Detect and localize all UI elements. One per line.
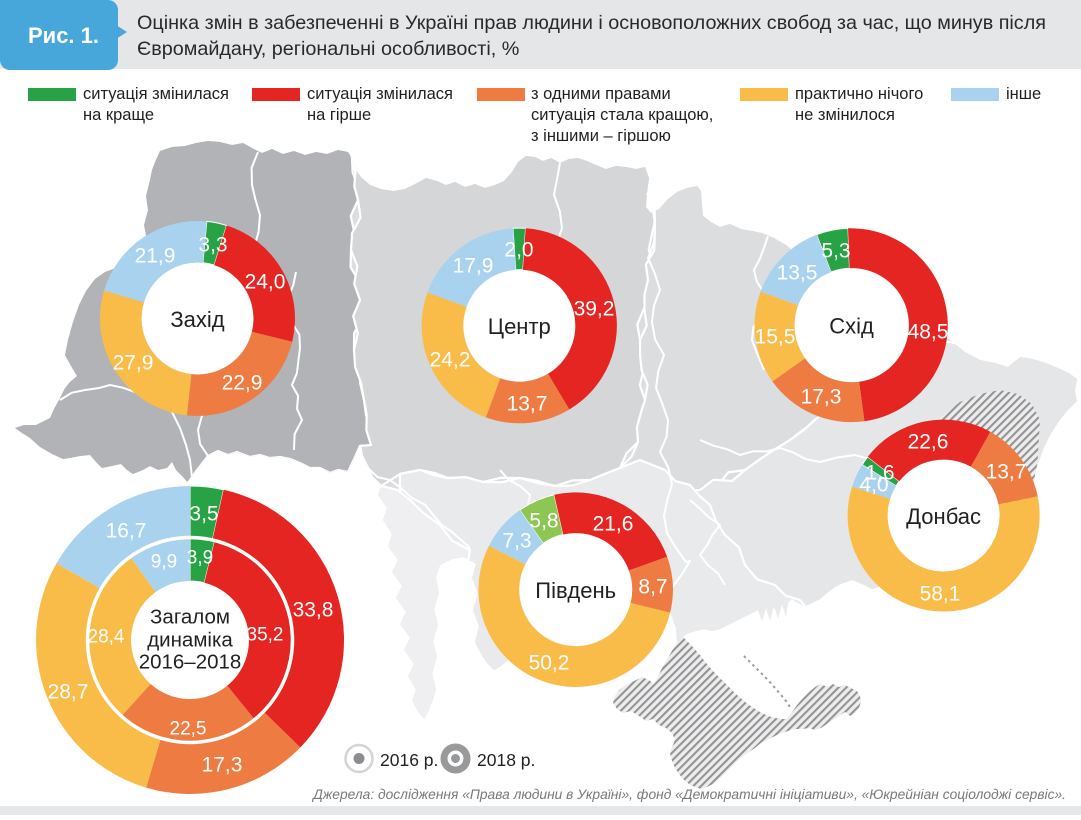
svg-text:13,7: 13,7	[507, 393, 548, 416]
svg-text:1,6: 1,6	[865, 462, 894, 485]
svg-text:Донбас: Донбас	[906, 504, 981, 529]
svg-text:2018 р.: 2018 р.	[477, 750, 535, 770]
svg-text:27,9: 27,9	[113, 352, 154, 375]
svg-text:Схід: Схід	[829, 314, 874, 339]
svg-text:24,0: 24,0	[245, 271, 286, 294]
svg-text:5,3: 5,3	[821, 240, 850, 263]
svg-text:5,8: 5,8	[529, 510, 558, 533]
svg-text:13,7: 13,7	[986, 461, 1027, 484]
svg-text:39,2: 39,2	[574, 298, 615, 321]
svg-text:3,3: 3,3	[198, 234, 227, 257]
svg-text:13,5: 13,5	[777, 262, 818, 285]
svg-text:2016 р.: 2016 р.	[380, 750, 438, 770]
svg-text:4,0: 4,0	[859, 474, 888, 497]
svg-text:21,6: 21,6	[593, 513, 634, 536]
svg-text:35,2: 35,2	[247, 625, 284, 646]
svg-text:Загалом: Загалом	[150, 606, 230, 629]
svg-text:48,5: 48,5	[908, 321, 949, 344]
svg-text:21,9: 21,9	[135, 245, 176, 268]
svg-text:2016–2018: 2016–2018	[139, 651, 242, 674]
svg-text:Південь: Південь	[535, 578, 616, 603]
svg-text:50,2: 50,2	[529, 652, 570, 675]
svg-text:28,7: 28,7	[48, 681, 89, 704]
svg-text:9,9: 9,9	[151, 552, 177, 573]
svg-text:8,7: 8,7	[638, 576, 667, 599]
svg-text:7,3: 7,3	[502, 530, 531, 553]
svg-text:22,9: 22,9	[222, 372, 263, 395]
svg-text:динаміка: динаміка	[147, 629, 233, 652]
svg-text:3,5: 3,5	[189, 503, 218, 526]
svg-text:17,9: 17,9	[453, 255, 494, 278]
svg-text:16,7: 16,7	[106, 520, 147, 543]
svg-text:17,3: 17,3	[202, 754, 243, 777]
svg-text:Захід: Захід	[170, 307, 224, 332]
svg-text:22,6: 22,6	[908, 431, 949, 454]
svg-text:17,3: 17,3	[801, 386, 842, 409]
svg-text:2,0: 2,0	[504, 239, 533, 262]
svg-text:33,8: 33,8	[293, 599, 334, 622]
svg-text:3,9: 3,9	[187, 548, 213, 569]
svg-text:28,4: 28,4	[88, 627, 125, 648]
svg-text:58,1: 58,1	[920, 583, 961, 606]
svg-text:24,2: 24,2	[430, 349, 471, 372]
svg-text:Центр: Центр	[488, 314, 551, 339]
svg-text:22,5: 22,5	[170, 719, 207, 740]
svg-text:15,5: 15,5	[755, 326, 796, 349]
